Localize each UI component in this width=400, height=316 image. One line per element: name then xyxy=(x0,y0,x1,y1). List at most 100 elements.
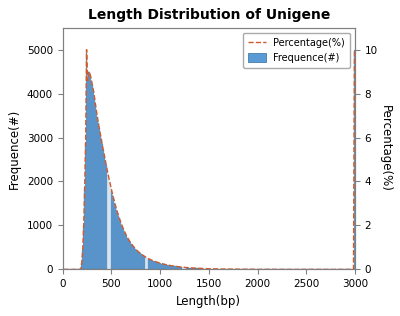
Bar xyxy=(135,249,136,269)
Bar xyxy=(82,251,83,269)
Bar xyxy=(194,268,195,269)
Bar xyxy=(172,266,173,269)
Bar xyxy=(154,261,155,269)
Title: Length Distribution of Unigene: Length Distribution of Unigene xyxy=(88,8,330,22)
Bar xyxy=(91,81,92,269)
Bar xyxy=(114,203,115,269)
Bar xyxy=(128,239,129,269)
Bar xyxy=(126,236,127,269)
Bar xyxy=(83,226,84,269)
Bar xyxy=(158,263,159,269)
Bar xyxy=(157,262,158,269)
Bar xyxy=(195,268,196,269)
Bar xyxy=(148,259,149,269)
Bar xyxy=(88,72,89,269)
Bar xyxy=(200,268,201,269)
Bar xyxy=(181,267,182,269)
Bar xyxy=(188,268,189,269)
Bar xyxy=(138,252,139,269)
Bar xyxy=(81,263,82,269)
Bar xyxy=(137,251,138,269)
Bar xyxy=(94,97,95,269)
Bar xyxy=(171,266,172,269)
Bar xyxy=(96,111,97,269)
Bar xyxy=(119,219,120,269)
Bar xyxy=(131,244,132,269)
Bar xyxy=(97,117,98,269)
Legend: Percentage(%), Frequence(#): Percentage(%), Frequence(#) xyxy=(243,33,350,68)
Bar xyxy=(107,169,108,269)
Bar xyxy=(192,268,193,269)
Bar xyxy=(136,250,137,269)
Bar xyxy=(167,265,168,269)
Bar xyxy=(182,267,184,269)
Bar xyxy=(161,264,162,269)
Bar xyxy=(150,260,151,269)
Bar xyxy=(168,265,169,269)
Bar xyxy=(193,268,194,269)
Bar xyxy=(190,268,191,269)
Bar xyxy=(129,241,130,269)
Bar xyxy=(87,81,88,269)
Bar xyxy=(164,264,165,269)
Bar xyxy=(156,262,157,269)
Bar xyxy=(134,248,135,269)
Bar xyxy=(116,210,117,269)
Bar xyxy=(112,195,113,269)
Bar xyxy=(90,76,91,269)
Bar xyxy=(110,187,111,269)
Bar xyxy=(159,263,160,269)
X-axis label: Length(bp): Length(bp) xyxy=(176,295,241,308)
Bar xyxy=(115,207,116,269)
Bar xyxy=(122,227,123,269)
Bar xyxy=(130,242,131,269)
Bar xyxy=(165,264,166,269)
Bar xyxy=(197,268,198,269)
Bar xyxy=(121,225,122,269)
Bar xyxy=(199,268,200,269)
Bar xyxy=(163,264,164,269)
Bar xyxy=(117,213,118,269)
Bar xyxy=(174,266,175,269)
Bar xyxy=(125,234,126,269)
Bar xyxy=(153,261,154,269)
Bar xyxy=(140,253,141,269)
Bar xyxy=(198,268,199,269)
Bar xyxy=(95,104,96,269)
Bar xyxy=(132,245,133,269)
Bar xyxy=(98,123,99,269)
Bar xyxy=(169,265,170,269)
Bar xyxy=(89,72,90,269)
Bar xyxy=(196,268,197,269)
Bar xyxy=(124,232,125,269)
Bar xyxy=(101,139,102,269)
Bar xyxy=(85,143,86,269)
Bar xyxy=(141,254,142,269)
Bar xyxy=(84,188,85,269)
Bar xyxy=(103,149,104,269)
Bar xyxy=(93,90,94,269)
Bar xyxy=(173,266,174,269)
Bar xyxy=(166,265,167,269)
Bar xyxy=(176,266,177,269)
Bar xyxy=(152,261,153,269)
Bar xyxy=(105,160,106,269)
Bar xyxy=(146,258,148,269)
Bar xyxy=(86,50,87,269)
Bar xyxy=(127,238,128,269)
Bar xyxy=(100,134,101,269)
Bar xyxy=(160,263,161,269)
Bar xyxy=(102,144,103,269)
Bar xyxy=(170,265,171,269)
Bar xyxy=(139,252,140,269)
Bar xyxy=(191,268,192,269)
Bar xyxy=(177,267,178,269)
Bar xyxy=(354,50,355,269)
Bar xyxy=(175,266,176,269)
Bar xyxy=(118,216,119,269)
Y-axis label: Frequence(#): Frequence(#) xyxy=(8,108,21,189)
Bar xyxy=(123,229,124,269)
Bar xyxy=(120,222,121,269)
Bar xyxy=(186,268,187,269)
Bar xyxy=(162,264,163,269)
